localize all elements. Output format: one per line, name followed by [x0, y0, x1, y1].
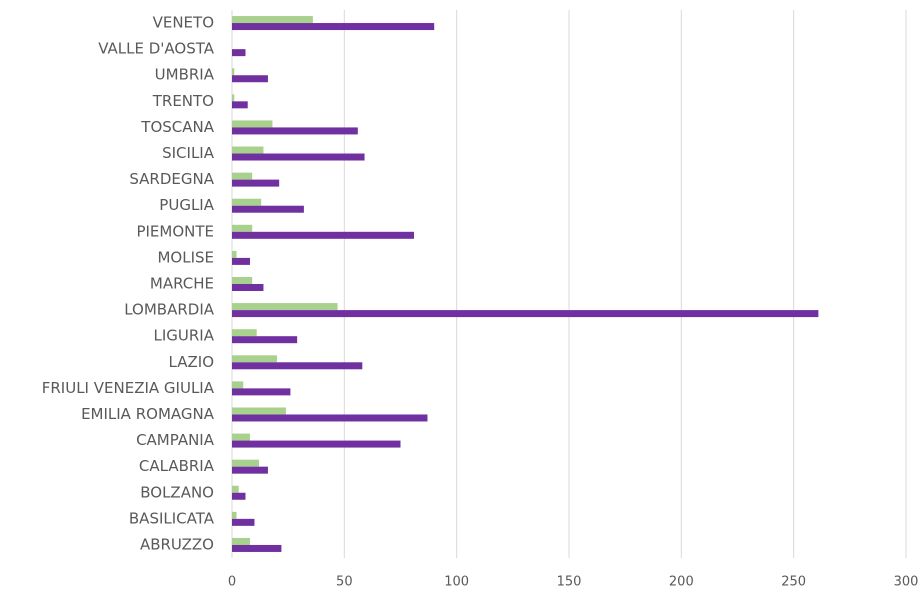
bar [232, 94, 235, 102]
bar [232, 537, 250, 545]
bar [232, 362, 363, 370]
bar [232, 355, 277, 363]
bar [232, 440, 401, 448]
bar [232, 49, 246, 57]
bar [232, 407, 286, 415]
y-tick-label: MOLISE [157, 248, 214, 266]
bar [232, 127, 358, 135]
y-tick-label: VALLE D'AOSTA [98, 40, 215, 58]
y-tick-label: ABRUZZO [140, 535, 214, 553]
y-tick-label: SARDEGNA [129, 170, 214, 188]
bar [232, 518, 255, 526]
x-tick-label: 50 [336, 575, 353, 590]
bar [232, 310, 819, 318]
bar [232, 146, 264, 154]
bar [232, 459, 259, 467]
bar [232, 492, 246, 500]
bar [232, 101, 248, 109]
y-tick-label: UMBRIA [155, 66, 215, 84]
bar [232, 257, 250, 265]
bar [232, 205, 304, 213]
bar [232, 250, 237, 258]
bar [232, 485, 239, 493]
bar [232, 381, 244, 389]
y-tick-label: BOLZANO [140, 483, 214, 501]
bar [232, 231, 414, 239]
y-tick-label: TOSCANA [140, 118, 214, 136]
bar [232, 16, 313, 24]
bar [232, 153, 365, 161]
x-tick-label: 250 [781, 575, 806, 590]
bar [232, 75, 268, 83]
bar [232, 120, 273, 128]
bar [232, 329, 257, 337]
y-tick-label: MARCHE [150, 275, 214, 293]
y-tick-label: PIEMONTE [136, 222, 214, 240]
y-tick-label: LIGURIA [154, 327, 215, 345]
x-tick-label: 0 [228, 575, 236, 590]
bar [232, 224, 253, 232]
bar [232, 277, 253, 284]
bar [232, 336, 298, 344]
x-tick-label: 100 [444, 575, 469, 590]
bar [232, 544, 282, 552]
bar [232, 68, 235, 76]
bar [232, 198, 262, 206]
y-tick-label: FRIULI VENEZIA GIULIA [42, 379, 215, 397]
bar [232, 179, 280, 187]
bar [232, 303, 338, 311]
y-tick-label: TRENTO [152, 92, 214, 110]
bar [232, 284, 264, 291]
x-tick-label: 200 [669, 575, 694, 590]
bar [232, 414, 428, 422]
bar [232, 23, 435, 31]
y-tick-label: VENETO [153, 14, 214, 32]
bar [232, 433, 250, 441]
bar [232, 466, 268, 474]
x-tick-label: 300 [894, 575, 919, 590]
y-tick-label: LOMBARDIA [124, 301, 215, 319]
bar [232, 511, 237, 519]
y-tick-label: PUGLIA [159, 196, 214, 214]
y-tick-label: CAMPANIA [136, 431, 215, 449]
bar [232, 172, 253, 180]
y-tick-label: LAZIO [169, 353, 214, 371]
y-tick-label: EMILIA ROMAGNA [81, 405, 215, 423]
x-tick-label: 150 [557, 575, 582, 590]
y-tick-label: BASILICATA [129, 509, 215, 527]
y-tick-label: CALABRIA [139, 457, 215, 475]
bar [232, 388, 291, 396]
y-tick-label: SICILIA [162, 144, 215, 162]
